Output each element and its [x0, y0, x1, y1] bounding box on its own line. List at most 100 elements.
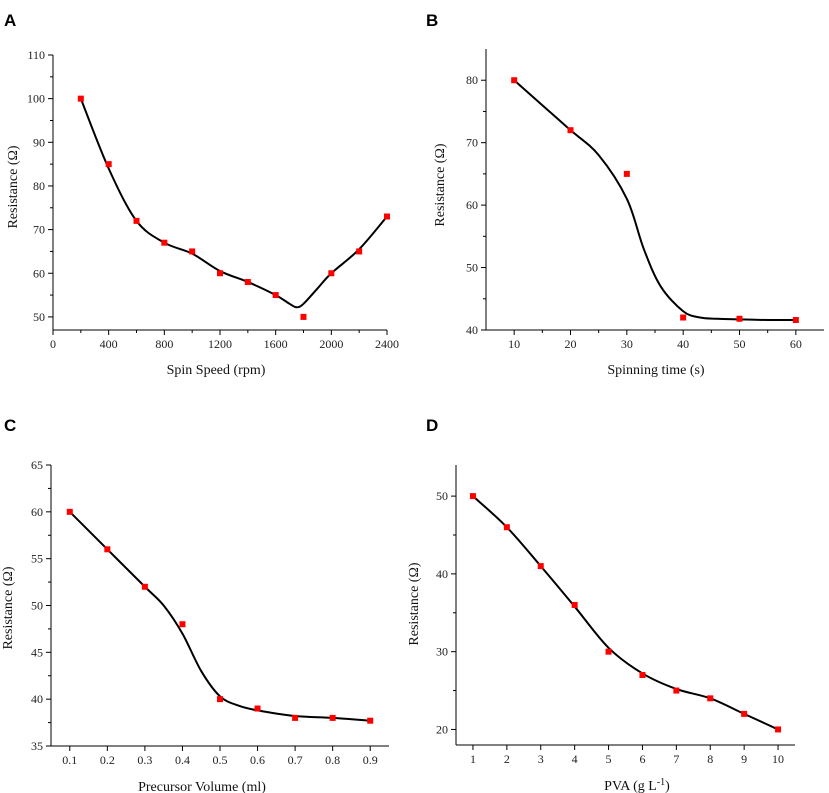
data-point	[775, 726, 782, 733]
x-axis-label-end: )	[665, 779, 670, 793]
y-tick-label: 40	[436, 567, 448, 581]
x-tick-label: 0.7	[288, 753, 303, 767]
data-point	[133, 217, 140, 224]
x-tick-label: 2400	[375, 337, 399, 351]
x-axis-label: Spin Speed (rpm)	[167, 363, 266, 378]
x-tick-label: 4	[572, 752, 578, 766]
x-tick-label: 60	[790, 337, 802, 351]
chart-panel-d: D 1 2 3 4 5 6 7 8 9 10 20 30 40 50 PVA (g L-1) Resistanc…	[407, 416, 795, 793]
x-tick-label: 2	[504, 752, 510, 766]
data-point	[511, 77, 518, 84]
x-tick-label: 0.5	[213, 753, 228, 767]
x-axis-label: PVA (g L-1)	[604, 777, 670, 793]
x-tick-label: 0.3	[137, 753, 152, 767]
data-point	[66, 508, 73, 515]
data-point	[244, 278, 251, 285]
panel-letter: D	[426, 416, 438, 435]
y-tick-label: 90	[33, 135, 45, 149]
x-tick-label: 30	[621, 337, 633, 351]
chart-panel-b: B 10 20 30 40 50 60 40 50 60 70 80 Spinning time (s)…	[426, 11, 824, 378]
x-tick-label: 6	[639, 752, 645, 766]
x-tick-label: 9	[741, 752, 747, 766]
fit-curve	[69, 511, 371, 722]
x-tick-label: 1	[470, 752, 476, 766]
data-point	[105, 161, 112, 168]
y-axis-label: Resistance (Ω)	[1, 566, 16, 649]
data-point	[503, 524, 510, 531]
fit-curve	[513, 79, 796, 322]
data-point	[680, 314, 687, 321]
x-tick-label: 400	[100, 337, 118, 351]
data-point	[639, 672, 646, 678]
fit-curve	[79, 98, 388, 309]
x-axis-label: Precursor Volume (ml)	[138, 780, 266, 793]
data-point	[537, 563, 544, 570]
data-point	[217, 270, 223, 277]
y-axis-label: Resistance (Ω)	[6, 145, 21, 228]
y-axis-label: Resistance (Ω)	[407, 562, 422, 645]
y-tick-label: 60	[466, 198, 478, 212]
y-tick-label: 35	[31, 739, 43, 753]
data-point	[792, 317, 799, 324]
fit-curve	[472, 495, 779, 731]
y-axis-label: Resistance (Ω)	[433, 143, 448, 226]
x-tick-label: 10	[772, 752, 784, 766]
data-point	[292, 714, 299, 721]
x-tick-label: 0.6	[250, 753, 265, 767]
data-point	[736, 315, 743, 322]
data-point	[741, 710, 748, 717]
y-tick-label: 70	[466, 136, 478, 150]
panel-letter: B	[426, 11, 438, 30]
y-tick-label: 55	[31, 552, 43, 566]
y-tick-label: 100	[27, 92, 45, 106]
y-tick-label: 45	[31, 645, 43, 659]
data-point	[300, 313, 307, 320]
x-tick-label: 800	[155, 337, 173, 351]
data-point	[161, 239, 168, 246]
x-tick-label: 0	[50, 337, 56, 351]
data-point	[217, 696, 223, 703]
y-tick-label: 50	[436, 489, 448, 503]
x-tick-label: 5	[606, 752, 612, 766]
y-tick-label: 50	[466, 261, 478, 275]
x-tick-label: 3	[538, 752, 544, 766]
data-point	[567, 127, 574, 134]
panel-letter: C	[4, 416, 16, 435]
data-point	[179, 621, 186, 628]
x-tick-label: 7	[673, 752, 679, 766]
y-tick-label: 20	[436, 722, 448, 736]
x-tick-label: 20	[565, 337, 577, 351]
y-tick-label: 80	[33, 179, 45, 193]
y-tick-label: 50	[33, 310, 45, 324]
y-tick-label: 60	[33, 266, 45, 280]
x-tick-label: 1600	[264, 337, 288, 351]
x-tick-label: 2000	[319, 337, 343, 351]
data-point	[623, 170, 630, 177]
panel-letter: A	[4, 11, 16, 30]
y-tick-label: 60	[31, 505, 43, 519]
data-point	[469, 493, 476, 500]
data-point	[254, 705, 261, 712]
y-tick-label: 50	[31, 599, 43, 613]
y-tick-label: 80	[466, 73, 478, 87]
data-point	[329, 714, 336, 721]
data-point	[673, 687, 680, 694]
data-point	[77, 95, 84, 102]
data-point	[384, 213, 390, 220]
x-tick-label: 50	[734, 337, 746, 351]
x-axis-label-sup: -1	[657, 777, 665, 788]
y-tick-label: 110	[27, 48, 45, 62]
x-tick-label: 0.2	[100, 753, 115, 767]
data-point	[141, 583, 148, 590]
y-tick-label: 40	[31, 692, 43, 706]
data-point	[356, 248, 363, 255]
y-tick-label: 65	[31, 458, 43, 472]
x-axis-label: Spinning time (s)	[607, 363, 705, 378]
data-point	[272, 292, 279, 299]
chart-panel-a: A 0 400 800 1200 1600 2000 2400 50 60 70 80 90 100 110…	[4, 11, 399, 378]
x-tick-label: 1200	[208, 337, 232, 351]
y-tick-label: 30	[436, 645, 448, 659]
y-tick-label: 40	[466, 323, 478, 337]
data-point	[328, 270, 335, 277]
